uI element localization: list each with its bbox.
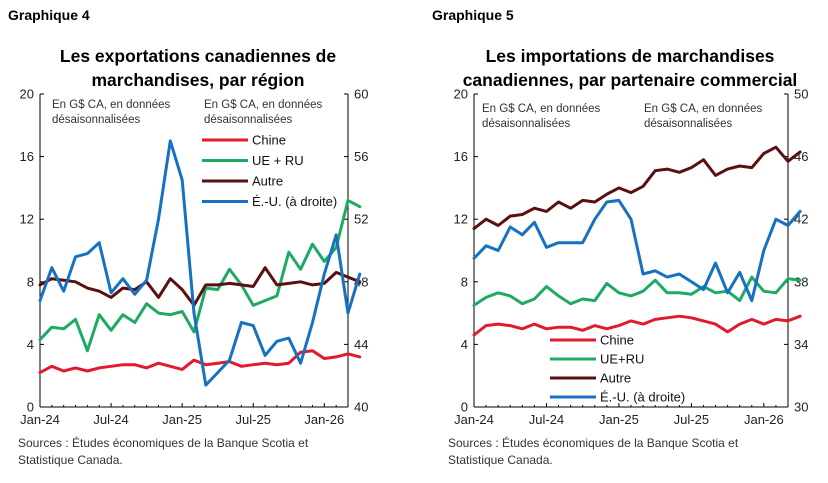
source-note: Sources : Études économiques de la Banqu… xyxy=(18,435,308,469)
y-left-tick-label: 0 xyxy=(461,400,468,415)
unit-note-left: En G$ CA, en données xyxy=(52,99,171,111)
y-right-tick-label: 40 xyxy=(354,400,368,415)
unit-note-right: désaisonnalisées xyxy=(644,118,732,130)
y-left-tick-label: 8 xyxy=(27,274,34,289)
x-tick-label: Jul-25 xyxy=(236,412,271,427)
legend-label-e-u-a-droite: É.-U. (à droite) xyxy=(600,390,685,405)
chart-title: Les exportations canadiennes de marchand… xyxy=(30,44,366,92)
y-left-tick-label: 8 xyxy=(461,274,468,289)
unit-note-right: En G$ CA, en données xyxy=(644,103,763,115)
series-line-autre xyxy=(472,145,802,231)
source-line-2: Statistique Canada. xyxy=(18,453,123,467)
series-line-e-u-a-droite xyxy=(472,198,802,303)
x-tick-label: Jan-25 xyxy=(599,412,639,427)
series-line-ue-ru xyxy=(38,198,362,353)
y-right-tick-label: 60 xyxy=(354,87,368,102)
y-left-tick-label: 20 xyxy=(454,87,468,102)
unit-note-right: En G$ CA, en données xyxy=(204,99,323,111)
series-line-chine xyxy=(472,314,802,337)
unit-note-left: En G$ CA, en données xyxy=(482,103,601,115)
x-tick-label: Jan-24 xyxy=(454,412,494,427)
y-right-tick-label: 34 xyxy=(794,337,808,352)
x-tick-label: Jul-25 xyxy=(674,412,709,427)
unit-note-right: désaisonnalisées xyxy=(204,114,292,126)
x-tick-label: Jan-26 xyxy=(744,412,784,427)
y-left-tick-label: 0 xyxy=(27,400,34,415)
y-right-tick-label: 44 xyxy=(354,337,368,352)
chart-title-line-1: Les exportations canadiennes de xyxy=(59,46,337,66)
y-left-tick-label: 4 xyxy=(461,337,468,352)
legend-label-ue-ru: UE+RU xyxy=(600,352,644,367)
legend-label-chine: Chine xyxy=(252,133,286,148)
x-tick-label: Jan-26 xyxy=(304,412,344,427)
y-right-tick-label: 52 xyxy=(354,212,368,227)
y-right-tick-label: 38 xyxy=(794,274,808,289)
legend-label-chine: Chine xyxy=(600,333,634,348)
graph-number: Graphique 4 xyxy=(8,7,90,23)
y-right-tick-label: 30 xyxy=(794,400,808,415)
series-line-chine xyxy=(38,349,362,375)
chart-panel-imports: Graphique 5 Les importations de marchand… xyxy=(414,0,828,483)
chart-title: Les importations de marchandises canadie… xyxy=(432,44,828,92)
legend-label-ue-ru: UE + RU xyxy=(252,153,304,168)
y-right-tick-label: 50 xyxy=(794,87,808,102)
source-line-2: Statistique Canada. xyxy=(448,453,553,467)
unit-note-left: désaisonnalisées xyxy=(482,118,570,130)
y-left-tick-label: 16 xyxy=(20,149,34,164)
unit-note-left: désaisonnalisées xyxy=(52,114,140,126)
y-left-tick-label: 16 xyxy=(454,149,468,164)
chart-panel-exports: Graphique 4 Les exportations canadiennes… xyxy=(8,7,369,469)
x-tick-label: Jul-24 xyxy=(93,412,128,427)
x-tick-label: Jul-24 xyxy=(529,412,564,427)
legend-label-e-u-a-droite: É.-U. (à droite) xyxy=(252,194,337,209)
graph-number: Graphique 5 xyxy=(432,7,514,23)
source-note: Sources : Études économiques de la Banqu… xyxy=(448,435,738,469)
y-left-tick-label: 12 xyxy=(454,212,468,227)
y-left-tick-label: 4 xyxy=(27,337,34,352)
y-right-tick-label: 56 xyxy=(354,149,368,164)
legend-label-autre: Autre xyxy=(600,371,631,386)
series-line-autre xyxy=(38,266,362,307)
source-line-1: Sources : Études économiques de la Banqu… xyxy=(448,436,739,450)
y-left-tick-label: 12 xyxy=(20,212,34,227)
legend-label-autre: Autre xyxy=(252,174,283,189)
series-line-e-u-a-droite xyxy=(38,139,362,387)
chart-title-line-1: Les importations de marchandises xyxy=(485,46,775,66)
x-tick-label: Jan-24 xyxy=(20,412,60,427)
x-tick-label: Jan-25 xyxy=(162,412,202,427)
chart-title-line-2: canadiennes, par partenaire commercial xyxy=(462,70,798,90)
source-line-1: Sources : Études économiques de la Banqu… xyxy=(18,436,309,450)
y-left-tick-label: 20 xyxy=(20,87,34,102)
chart-title-line-2: marchandises, par région xyxy=(91,70,305,90)
